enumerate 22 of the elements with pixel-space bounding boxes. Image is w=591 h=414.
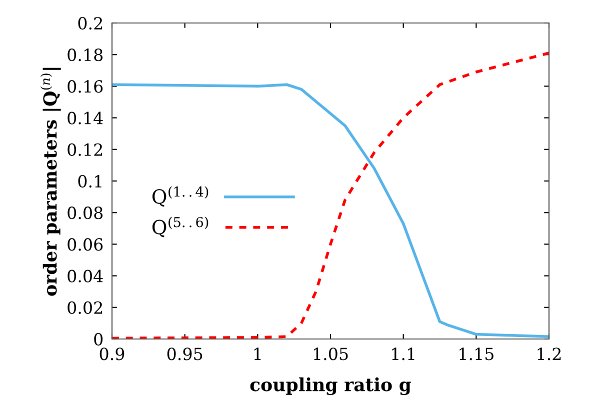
x-tick-label: 1 [254,348,261,360]
x-tick-label: 1.05 [314,348,348,360]
legend-label: Q$^{(5..6)}$ [152,216,208,238]
y-tick-label: 0.02 [68,301,102,314]
y-tick-label: 0.16 [68,80,103,93]
y-tick-label: 0 [94,332,103,346]
x-tick-label: 1.1 [392,348,414,360]
y-tick-label: 0.18 [68,48,103,62]
y-axis-title: order parameters |Q$^{(n)}$| [40,68,61,296]
y-tick-label: 0.04 [68,270,103,282]
x-tick-label: 0.95 [167,348,202,360]
y-tick-label: 0.08 [68,206,103,220]
x-tick-label: 1.15 [460,348,494,360]
y-tick-label: 0.14 [68,112,103,124]
y-tick-label: 0.12 [68,143,102,156]
y-tick-label: 0.1 [78,174,102,188]
y-tick-label: 0.2 [78,16,102,30]
x-tick-label: 0.9 [100,348,124,360]
y-tick-label: 0.06 [68,238,103,251]
legend-label: Q$^{(1..4)}$ [152,186,208,207]
x-tick-label: 1.2 [538,348,561,360]
x-axis-title: coupling ratio g [250,377,412,396]
